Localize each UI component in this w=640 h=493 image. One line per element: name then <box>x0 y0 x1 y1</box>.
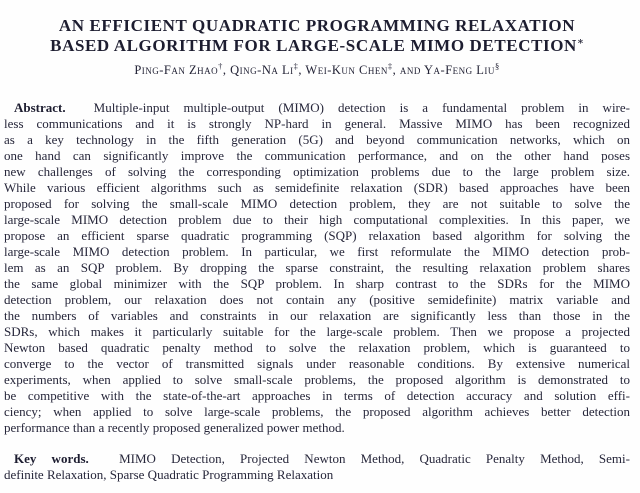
author-line: Ping-Fan Zhao†, Qing-Na Li‡, Wei-Kun Che… <box>134 60 500 77</box>
title-line-2-text: BASED ALGORITHM FOR LARGE-SCALE MIMO DET… <box>50 36 577 55</box>
author-name: Wei-Kun Chen <box>305 63 388 77</box>
abstract-line: experiments, when applied to solve small… <box>4 372 630 387</box>
abstract-line: detection problem, our relaxation does n… <box>4 292 630 307</box>
abstract-line: the same global minimizer with the SQP p… <box>4 276 630 291</box>
author-name: Ping-Fan Zhao <box>134 63 219 77</box>
abstract-line: less communications and it is strongly N… <box>4 116 630 131</box>
keywords-label: Key words. <box>14 451 89 466</box>
title-footnote-asterisk: ∗ <box>576 36 584 48</box>
abstract-line: propose an efficient sparse quadratic pr… <box>4 228 630 243</box>
keywords-section: Key words. MIMO Detection, Projected New… <box>4 451 630 483</box>
title-line-1: AN EFFICIENT QUADRATIC PROGRAMMING RELAX… <box>58 16 576 35</box>
abstract-line: be competitive with the state-of-the-art… <box>4 388 630 403</box>
abstract-line: performance than a recently proposed gen… <box>4 420 345 435</box>
abstract-line: lem as an SQP problem. By dropping the s… <box>4 260 630 275</box>
abstract-line: ciency; when applied to solve large-scal… <box>4 404 630 419</box>
abstract-line: Newton based quadratic penalty method to… <box>4 340 630 355</box>
title-line-2: BASED ALGORITHM FOR LARGE-SCALE MIMO DET… <box>4 36 630 56</box>
paper-title: AN EFFICIENT QUADRATIC PROGRAMMING RELAX… <box>4 16 630 56</box>
abstract-line: converge to the vector of transmitted si… <box>4 356 630 371</box>
abstract-line: new challenges of solving the correspond… <box>4 164 630 179</box>
author-footnote-mark: † <box>218 60 223 71</box>
abstract-line: proposed for solving the small-scale MIM… <box>4 196 630 211</box>
author-name: Ya-Feng Liu <box>424 63 495 77</box>
author-footnote-mark: § <box>494 60 500 71</box>
abstract-line: large-scale MIMO detection problem due t… <box>4 212 630 227</box>
author-footnote-mark: ‡ <box>293 60 299 71</box>
abstract-line: as a key technology in the fifth generat… <box>4 132 630 147</box>
abstract-line: While various efficient algorithms such … <box>4 180 630 195</box>
author-footnote-mark: ‡ <box>387 60 393 71</box>
keywords-line: definite Relaxation, Sparse Quadratic Pr… <box>4 467 334 482</box>
abstract-line: the numbers of variables and constraints… <box>4 308 630 323</box>
abstract-line: one hand can significantly improve the c… <box>4 148 630 163</box>
author-name: Qing-Na Li <box>230 63 294 77</box>
keywords-line: Key words. MIMO Detection, Projected New… <box>14 451 630 466</box>
abstract-line: Abstract. Multiple-input multiple-output… <box>14 100 630 115</box>
abstract-section: Abstract. Multiple-input multiple-output… <box>4 100 630 436</box>
abstract-line: large-scale MIMO detection problem. In p… <box>4 244 630 259</box>
abstract-line: SDRs, which makes it particularly suitab… <box>4 324 630 339</box>
abstract-label: Abstract. <box>14 100 66 115</box>
